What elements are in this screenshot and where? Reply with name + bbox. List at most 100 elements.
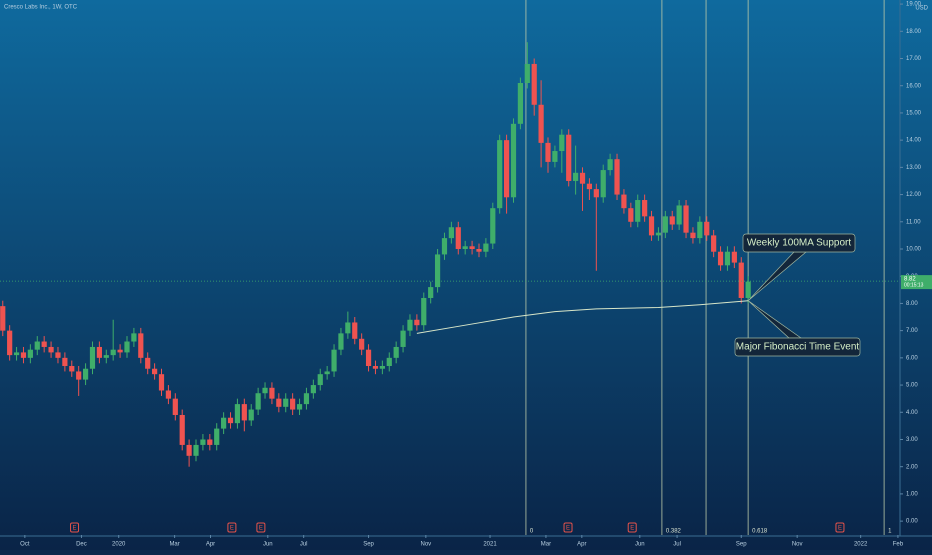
candle-body bbox=[690, 232, 696, 239]
candle-body bbox=[573, 172, 579, 181]
candle-body bbox=[186, 444, 192, 456]
x-tick-label: Apr bbox=[577, 542, 586, 548]
candle-body bbox=[524, 63, 530, 83]
candle-body bbox=[317, 374, 323, 386]
x-tick-label: Feb bbox=[893, 542, 904, 548]
y-tick-label: 1.00 bbox=[906, 491, 918, 497]
event-label: E bbox=[566, 526, 570, 532]
candle-body bbox=[103, 355, 109, 358]
candle-body bbox=[207, 439, 213, 445]
candle-body bbox=[455, 227, 461, 249]
candle-body bbox=[179, 414, 185, 445]
candle-body bbox=[338, 333, 344, 350]
y-tick-label: 12.00 bbox=[906, 192, 922, 198]
event-label: E bbox=[259, 526, 263, 532]
candle-body bbox=[110, 349, 116, 356]
candle-body bbox=[545, 142, 551, 162]
candle-body bbox=[255, 393, 261, 410]
candle-body bbox=[165, 390, 172, 399]
candle-body bbox=[683, 205, 689, 233]
fib-label: 0 bbox=[530, 529, 534, 535]
candle-body bbox=[490, 208, 496, 244]
candle-body bbox=[414, 319, 420, 326]
candle-body bbox=[62, 357, 68, 367]
callout-text: Major Fibonacci Time Event bbox=[736, 342, 860, 353]
candle-body bbox=[607, 159, 613, 171]
y-tick-label: 11.00 bbox=[906, 219, 921, 225]
x-tick-label: Mar bbox=[541, 542, 551, 548]
y-tick-label: 13.00 bbox=[906, 165, 922, 171]
candle-body bbox=[55, 352, 61, 358]
candle-body bbox=[131, 333, 137, 342]
y-tick-label: 8.00 bbox=[906, 301, 918, 307]
y-tick-label: 6.00 bbox=[906, 355, 918, 361]
candle-body bbox=[614, 159, 620, 195]
candle-body bbox=[407, 319, 413, 331]
y-tick-label: 7.00 bbox=[906, 328, 918, 334]
candle-body bbox=[34, 341, 40, 350]
candle-body bbox=[324, 371, 330, 375]
candle-body bbox=[124, 341, 130, 353]
candle-body bbox=[400, 330, 406, 347]
candle-body bbox=[145, 357, 151, 369]
y-tick-label: 2.00 bbox=[906, 464, 918, 470]
candle-body bbox=[669, 216, 675, 225]
candle-body bbox=[41, 341, 47, 347]
candle-body bbox=[745, 281, 751, 298]
y-tick-label: 10.00 bbox=[906, 247, 922, 253]
candle-body bbox=[262, 387, 268, 394]
candle-body bbox=[428, 287, 434, 298]
candle-body bbox=[510, 123, 517, 198]
candle-body bbox=[483, 243, 489, 252]
x-tick-label: Jun bbox=[263, 542, 273, 548]
candle-body bbox=[152, 368, 158, 375]
candle-body bbox=[717, 251, 724, 266]
event-label: E bbox=[838, 526, 842, 532]
candle-body bbox=[662, 216, 668, 233]
candle-body bbox=[82, 368, 89, 380]
candle-body bbox=[593, 189, 599, 198]
event-marker bbox=[627, 522, 637, 533]
y-tick-label: 19.00 bbox=[906, 2, 922, 8]
candle-body bbox=[476, 248, 482, 252]
y-tick-label: 4.00 bbox=[906, 410, 918, 416]
candle-body bbox=[290, 398, 296, 410]
candle-body bbox=[648, 216, 655, 236]
candle-body bbox=[27, 349, 33, 358]
candle-body bbox=[365, 349, 372, 367]
y-tick-label: 3.00 bbox=[906, 437, 918, 443]
candle-body bbox=[193, 444, 199, 456]
candle-body bbox=[0, 306, 6, 331]
candle-body bbox=[76, 371, 82, 380]
candle-body bbox=[655, 232, 662, 236]
candle-body bbox=[600, 170, 606, 198]
x-tick-label: Jun bbox=[635, 542, 645, 548]
event-marker bbox=[563, 522, 573, 533]
y-tick-label: 18.00 bbox=[906, 29, 922, 35]
candle-body bbox=[379, 366, 385, 369]
y-tick-label: 15.00 bbox=[906, 111, 922, 117]
candle-body bbox=[7, 330, 13, 356]
candle-body bbox=[13, 352, 20, 356]
candle-body bbox=[621, 194, 627, 209]
last-price-label: 8.82 bbox=[904, 277, 916, 283]
x-tick-label: Dec bbox=[76, 542, 87, 548]
x-tick-label: Apr bbox=[206, 542, 215, 548]
candle-body bbox=[221, 417, 227, 429]
candle-body bbox=[296, 404, 303, 410]
event-marker bbox=[70, 522, 80, 533]
candle-body bbox=[462, 246, 468, 249]
fib-label: 1 bbox=[888, 529, 892, 535]
candle-body bbox=[635, 200, 641, 222]
candle-body bbox=[372, 366, 379, 369]
candle-body bbox=[517, 82, 523, 124]
event-marker bbox=[227, 522, 237, 533]
event-label: E bbox=[230, 526, 234, 532]
callout-text: Weekly 100MA Support bbox=[747, 238, 852, 249]
callout-box bbox=[742, 233, 856, 253]
candle-body bbox=[331, 349, 337, 372]
x-tick-label: Sep bbox=[736, 542, 747, 548]
event-label: E bbox=[630, 526, 634, 532]
x-tick-label: Nov bbox=[421, 542, 432, 548]
